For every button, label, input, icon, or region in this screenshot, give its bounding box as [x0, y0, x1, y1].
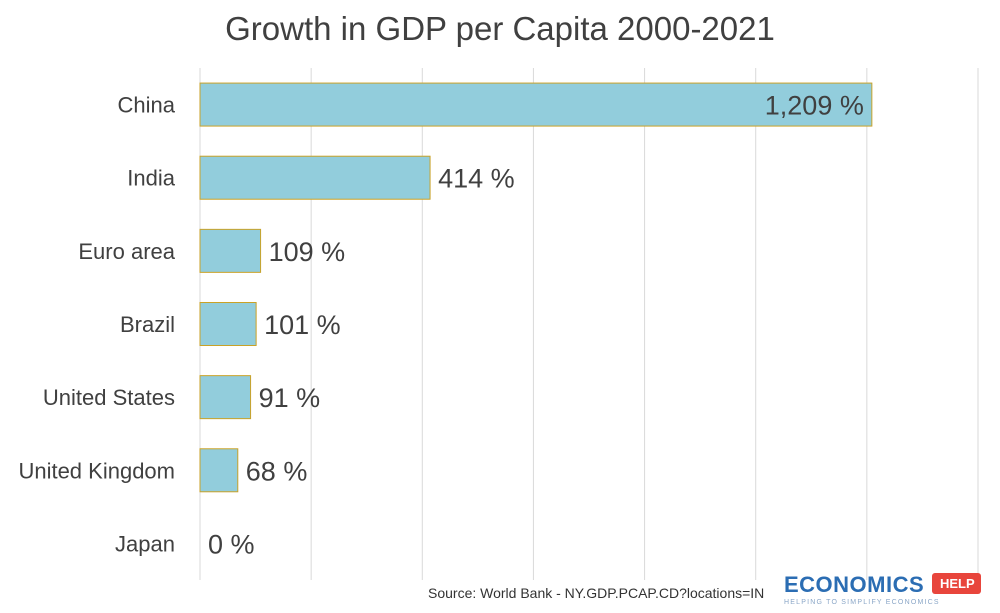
chart-title: Growth in GDP per Capita 2000-2021	[225, 10, 775, 47]
value-label: 109 %	[269, 237, 346, 267]
value-label: 0 %	[208, 529, 255, 559]
bar-euro-area	[199, 228, 262, 273]
category-label: Euro area	[78, 239, 175, 264]
logo-badge: HELP	[932, 573, 981, 594]
bar-layer	[199, 82, 873, 493]
bar-united-kingdom	[199, 448, 239, 493]
bar-china	[199, 82, 873, 127]
economics-help-logo: ECONOMICS HELP HELPING TO SIMPLIFY ECONO…	[784, 572, 994, 612]
category-label: United Kingdom	[18, 458, 175, 483]
grid-layer	[199, 68, 979, 580]
value-label: 68 %	[246, 456, 308, 486]
value-label: 101 %	[264, 310, 341, 340]
category-label: Japan	[115, 531, 175, 556]
source-note: Source: World Bank - NY.GDP.PCAP.CD?loca…	[428, 585, 765, 601]
logo-tagline: HELPING TO SIMPLIFY ECONOMICS	[784, 599, 940, 606]
value-label: 1,209 %	[765, 91, 864, 121]
category-label: Brazil	[120, 312, 175, 337]
bar-united-states	[199, 375, 252, 420]
bar-india	[199, 155, 431, 200]
category-label: China	[118, 93, 176, 118]
category-label: India	[127, 166, 175, 191]
bar-brazil	[199, 302, 257, 346]
label-layer: China 1,209 % India 414 % Euro area 109 % Braz…	[18, 91, 863, 560]
value-label: 91 %	[259, 383, 321, 413]
logo-main-text: ECONOMICS	[784, 572, 925, 597]
value-label: 414 %	[438, 164, 515, 194]
category-label: United States	[43, 385, 175, 410]
